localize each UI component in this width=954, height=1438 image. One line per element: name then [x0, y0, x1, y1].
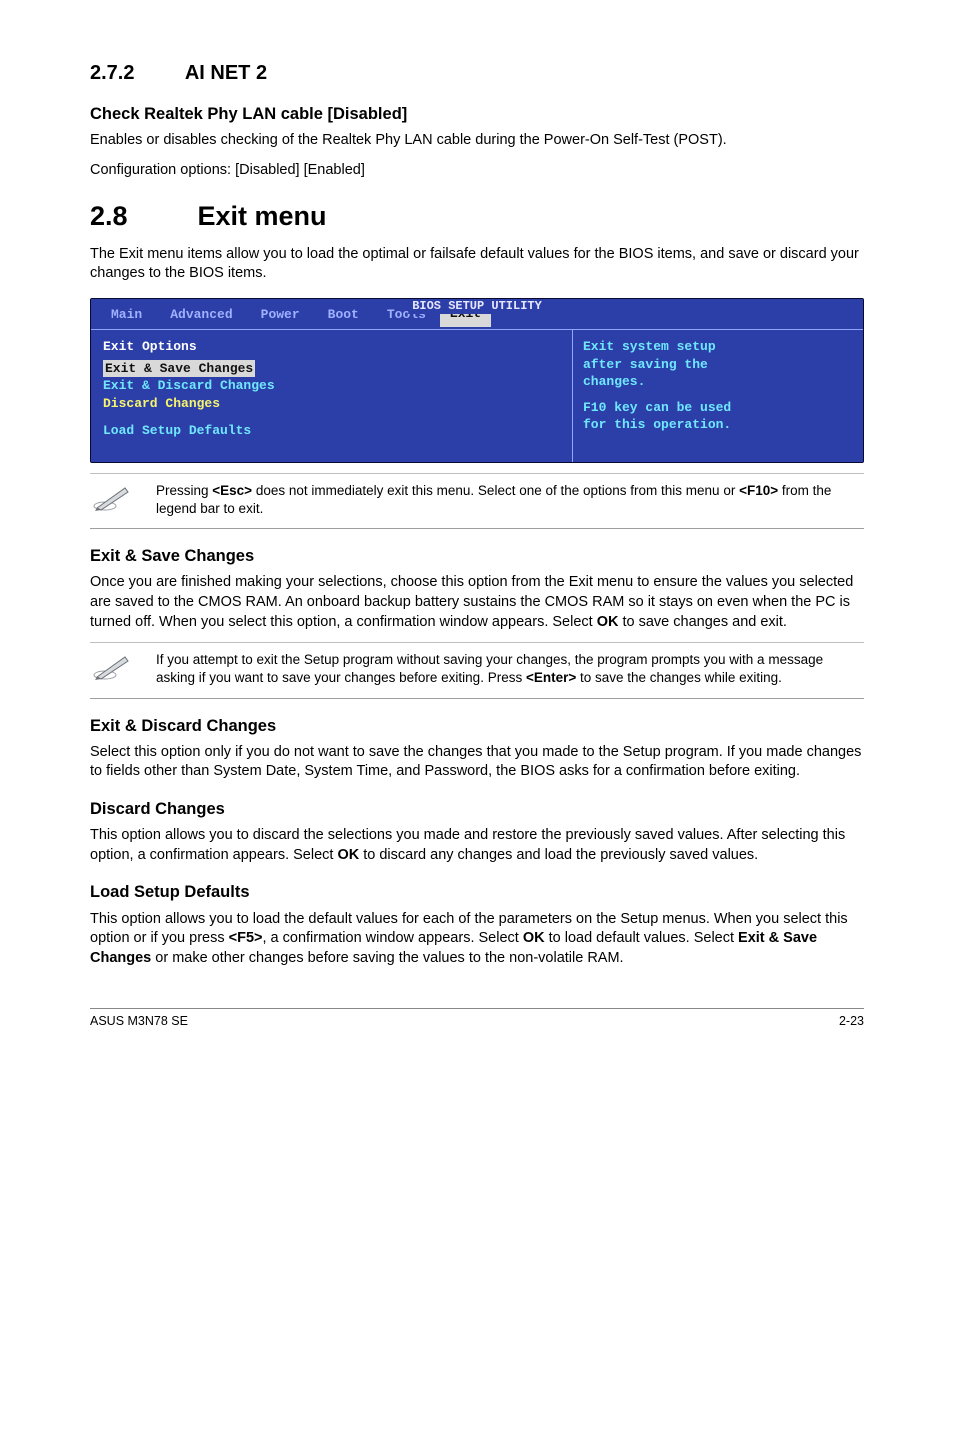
- bios-title: BIOS SETUP UTILITY: [408, 298, 546, 314]
- bios-help-l1: Exit system setup: [583, 338, 853, 356]
- t: or make other changes before saving the …: [151, 950, 623, 966]
- footer-left: ASUS M3N78 SE: [90, 1013, 188, 1030]
- t: Pressing: [156, 483, 212, 498]
- bios-tabbar: BIOS SETUP UTILITY Main Advanced Power B…: [91, 299, 863, 329]
- bios-exit-options-heading: Exit Options: [103, 338, 562, 356]
- bios-tab-main: Main: [97, 300, 156, 328]
- heading-272-title: AI NET 2: [185, 62, 267, 84]
- p-exit-save: Once you are finished making your select…: [90, 573, 864, 632]
- t: does not immediately exit this menu. Sel…: [252, 483, 739, 498]
- bios-item-discard: Discard Changes: [103, 395, 562, 413]
- divider: [90, 698, 864, 699]
- t: to discard any changes and load the prev…: [359, 847, 758, 863]
- bios-help-l5: for this operation.: [583, 416, 853, 434]
- heading-272-num: 2.7.2: [90, 60, 180, 87]
- p-load-defaults: This option allows you to load the defau…: [90, 910, 864, 969]
- note-enter-text: If you attempt to exit the Setup program…: [156, 651, 864, 687]
- spacer: [103, 412, 562, 422]
- bios-help-l2: after saving the: [583, 356, 853, 374]
- divider: [90, 642, 864, 643]
- note-enter: If you attempt to exit the Setup program…: [90, 651, 864, 687]
- divider: [90, 528, 864, 529]
- bios-tab-boot: Boot: [314, 300, 373, 328]
- page-footer: ASUS M3N78 SE 2-23: [90, 1008, 864, 1030]
- bios-right-pane: Exit system setup after saving the chang…: [572, 330, 863, 462]
- bios-screenshot: BIOS SETUP UTILITY Main Advanced Power B…: [90, 298, 864, 463]
- t: <Enter>: [526, 670, 576, 685]
- h-discard: Discard Changes: [90, 798, 864, 820]
- p-discard: This option allows you to discard the se…: [90, 826, 864, 865]
- bios-tab-advanced: Advanced: [156, 300, 246, 328]
- t: <Esc>: [212, 483, 252, 498]
- bios-help-l4: F10 key can be used: [583, 399, 853, 417]
- t: OK: [523, 930, 545, 946]
- p-272-2: Configuration options: [Disabled] [Enabl…: [90, 161, 864, 181]
- h-exit-discard: Exit & Discard Changes: [90, 715, 864, 737]
- bios-item-exit-discard: Exit & Discard Changes: [103, 377, 562, 395]
- t: to save changes and exit.: [618, 614, 786, 630]
- note-esc-text: Pressing <Esc> does not immediately exit…: [156, 482, 864, 518]
- t: OK: [597, 614, 619, 630]
- bios-item-exit-save: Exit & Save Changes: [103, 360, 255, 378]
- heading-28-title: Exit menu: [198, 201, 327, 231]
- heading-28: 2.8 Exit menu: [90, 198, 864, 234]
- bios-body: Exit Options Exit & Save Changes Exit & …: [91, 329, 863, 462]
- bios-help-l3: changes.: [583, 373, 853, 391]
- bios-item-load-defaults: Load Setup Defaults: [103, 422, 562, 440]
- heading-28-num: 2.8: [90, 198, 190, 234]
- t: to save the changes while exiting.: [576, 670, 782, 685]
- divider: [90, 473, 864, 474]
- bios-tab-power: Power: [247, 300, 314, 328]
- t: <F10>: [739, 483, 778, 498]
- pencil-icon: [90, 651, 132, 681]
- sub-check-realtek: Check Realtek Phy LAN cable [Disabled]: [90, 103, 864, 125]
- t: OK: [337, 847, 359, 863]
- spacer: [583, 391, 853, 399]
- pencil-icon: [90, 482, 132, 512]
- t: <F5>: [229, 930, 263, 946]
- note-esc: Pressing <Esc> does not immediately exit…: [90, 482, 864, 518]
- t: , a confirmation window appears. Select: [263, 930, 523, 946]
- p-272-1: Enables or disables checking of the Real…: [90, 131, 864, 151]
- footer-right: 2-23: [839, 1013, 864, 1030]
- h-load-defaults: Load Setup Defaults: [90, 881, 864, 903]
- bios-left-pane: Exit Options Exit & Save Changes Exit & …: [91, 330, 572, 462]
- h-exit-save: Exit & Save Changes: [90, 545, 864, 567]
- t: to load default values. Select: [545, 930, 738, 946]
- heading-272: 2.7.2 AI NET 2: [90, 60, 864, 87]
- p-28-intro: The Exit menu items allow you to load th…: [90, 245, 864, 284]
- p-exit-discard: Select this option only if you do not wa…: [90, 743, 864, 782]
